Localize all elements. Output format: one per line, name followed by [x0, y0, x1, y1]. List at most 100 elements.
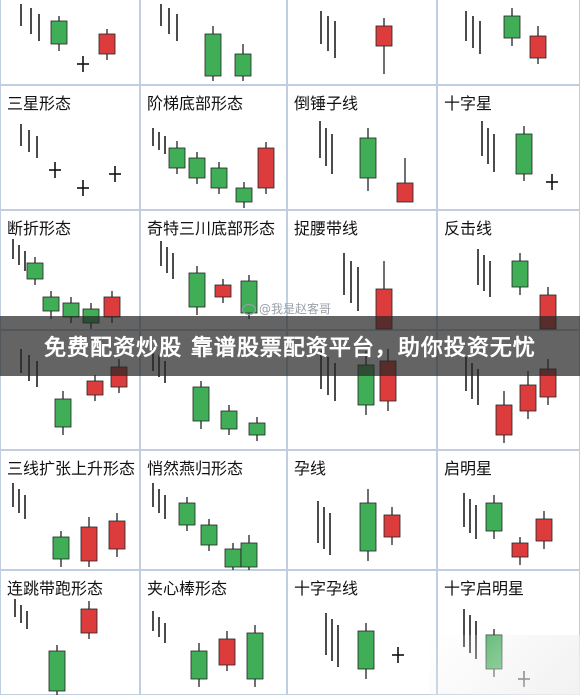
pattern-cell-r0c3: [437, 0, 580, 85]
green-candle: [357, 623, 375, 679]
pattern-cell-r0c2: [287, 0, 437, 85]
pattern-label: 捉腰带线: [294, 219, 359, 238]
watermark: @我是赵客哥: [242, 300, 331, 317]
pattern-cell-夹心棒形态: 夹心棒形态: [140, 570, 287, 695]
green-candle: [48, 645, 66, 695]
pattern-cell-孕线: 孕线: [287, 450, 437, 570]
candlestick-diagram: [465, 8, 547, 64]
pattern-cell-倒锤子线: 倒锤子线: [287, 85, 437, 210]
candlestick-diagram: [152, 128, 275, 208]
pattern-cell-反击线: 反击线: [437, 210, 580, 330]
pattern-label: 十字启明星: [444, 579, 525, 598]
pattern-label: 断折形态: [7, 219, 72, 238]
green-candle: [224, 543, 242, 571]
pattern-label: 孕线: [294, 459, 327, 478]
green-candle: [200, 519, 218, 551]
green-candle: [511, 253, 529, 295]
doji-cross: [392, 647, 404, 663]
pattern-cell-阶梯底部形态: 阶梯底部形态: [140, 85, 287, 210]
red-candle: [511, 537, 529, 565]
pattern-cell-三线扩张上升形态: 三线扩张上升形态: [0, 450, 140, 570]
pattern-label: 悄然燕归形态: [147, 459, 244, 478]
candlestick-diagram: [463, 493, 553, 565]
green-candle: [188, 266, 206, 315]
doji-cross: [49, 162, 61, 178]
green-candle: [168, 141, 186, 174]
red-candle: [535, 511, 553, 549]
red-candle: [383, 507, 401, 545]
red-candle: [218, 631, 236, 671]
red-candle: [375, 18, 393, 74]
candlestick-diagram: [481, 121, 558, 190]
pattern-cell-十字星: 十字星: [437, 85, 580, 210]
green-candle: [26, 257, 44, 285]
pattern-label: 启明星: [444, 459, 493, 478]
pattern-label: 三星形态: [7, 94, 72, 113]
pattern-cell-r0c1: [140, 0, 287, 85]
doji-cross: [546, 174, 558, 190]
pattern-label: 三线扩张上升形态: [7, 459, 136, 478]
green-candle: [190, 643, 208, 687]
green-candle: [178, 497, 196, 531]
banner-text: 免费配资炒股 靠谱股票配资平台，助你投资无忧: [44, 336, 536, 361]
pattern-label: 连跳带跑形态: [7, 579, 104, 598]
green-candle: [220, 405, 238, 435]
pattern-cell-启明星: 启明星: [437, 450, 580, 570]
pattern-cell-三星形态: 三星形态: [0, 85, 140, 210]
pattern-label: 夹心棒形态: [147, 579, 228, 598]
green-candle: [52, 531, 70, 567]
watermark-text: @我是赵客哥: [259, 302, 332, 316]
pattern-label: 倒锤子线: [294, 94, 359, 113]
red-candle: [80, 517, 98, 567]
red-candle: [519, 371, 537, 419]
pattern-cell-连跳带跑形态: 连跳带跑形态: [0, 570, 140, 695]
green-candle: [210, 162, 228, 194]
pattern-label: 十字孕线: [294, 579, 359, 598]
candlestick-diagram: [320, 11, 393, 74]
green-candle: [515, 126, 533, 181]
green-candle: [42, 291, 60, 319]
candlestick-diagram: [152, 611, 264, 687]
green-candle: [188, 152, 206, 184]
candlestick-diagram: [317, 489, 401, 561]
pattern-cell-r0c0: [0, 0, 140, 85]
candlestick-diagram: [20, 124, 121, 196]
doji-cross: [77, 56, 89, 72]
green-candle: [248, 417, 266, 441]
red-candle: [396, 158, 414, 203]
candlestick-diagram: [12, 483, 126, 567]
green-candle: [503, 8, 521, 46]
weibo-icon: [242, 304, 256, 315]
green-candle: [246, 625, 264, 687]
red-candle: [214, 279, 232, 303]
red-candle: [257, 142, 275, 194]
red-candle: [495, 391, 513, 443]
candlestick-diagram: [477, 249, 557, 330]
green-candle: [50, 16, 68, 51]
red-candle: [108, 513, 126, 557]
green-candle: [359, 489, 377, 561]
red-candle: [529, 26, 547, 64]
candlestick-diagram: [152, 483, 258, 571]
pattern-cell-十字孕线: 十字孕线: [287, 570, 437, 695]
red-candle: [86, 375, 104, 401]
green-candle: [359, 128, 377, 191]
green-candle: [234, 44, 252, 81]
green-candle: [485, 495, 503, 539]
pattern-label: 十字星: [444, 94, 493, 113]
doji-cross: [77, 180, 89, 196]
candlestick-diagram: [319, 121, 414, 203]
corner-logo: [430, 635, 580, 695]
green-candle: [54, 391, 72, 435]
overlay-banner: 免费配资炒股 靠谱股票配资平台，助你投资无忧: [0, 316, 580, 376]
pattern-label: 反击线: [444, 219, 493, 238]
green-candle: [192, 381, 210, 429]
pattern-cell-悄然燕归形态: 悄然燕归形态: [140, 450, 287, 571]
candlestick-diagram: [160, 4, 252, 81]
pattern-cell-奇特三川底部形态: 奇特三川底部形态: [140, 210, 287, 330]
pattern-label: 奇特三川底部形态: [147, 219, 276, 238]
green-candle: [204, 26, 222, 81]
red-candle: [98, 29, 116, 60]
candlestick-diagram: [152, 349, 266, 441]
green-candle: [240, 535, 258, 571]
